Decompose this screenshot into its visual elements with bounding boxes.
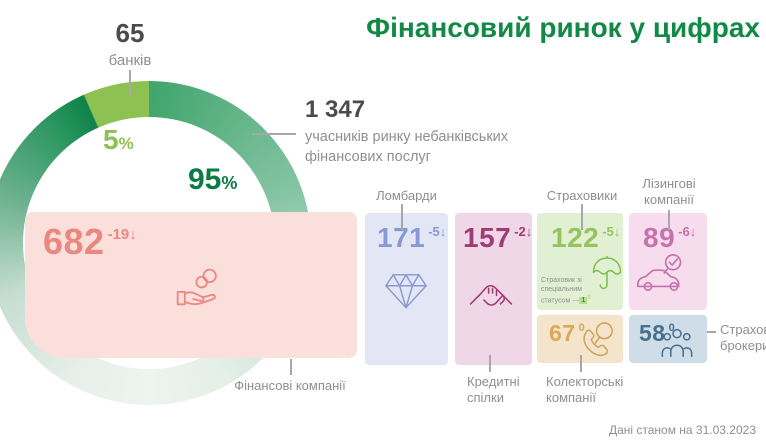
segment-value: 89 xyxy=(643,222,676,253)
page-title: Фінансовий ринок у цифрах xyxy=(366,12,760,43)
segment-change: -19↓ xyxy=(107,226,137,243)
segment-value: 67 xyxy=(549,320,576,346)
banks-share-unit: % xyxy=(118,134,134,153)
insurers-connector-line xyxy=(581,204,583,230)
segment-value-row: 171 -5↓ xyxy=(365,213,448,252)
segment-change: -5↓ xyxy=(428,224,447,239)
segment-value-row: 122 -5↓ xyxy=(537,213,623,252)
banks-count: 65 xyxy=(115,18,145,48)
segment-change: -2↓ xyxy=(514,224,533,239)
segment-value: 122 xyxy=(551,222,600,253)
nonbank-share-number: 95 xyxy=(188,163,222,196)
people-icon xyxy=(661,328,693,358)
note-value: 1 xyxy=(579,296,588,304)
collectors-connector-line xyxy=(580,355,582,372)
participants-connector-line xyxy=(252,133,296,135)
segment-label-leasing: Лізингові компанії xyxy=(642,176,696,208)
financial-companies-connector-line xyxy=(290,359,292,375)
car-icon xyxy=(636,254,682,291)
banks-connector-line xyxy=(129,70,131,97)
segment-insurers: 122 -5↓ Страховик зі спеціальним статусом… xyxy=(537,213,623,310)
handshake-icon xyxy=(469,284,513,306)
segment-label-pawnshops: Ломбарди xyxy=(376,188,437,203)
segment-value-row: 58 0 xyxy=(629,315,707,345)
segment-value: 157 xyxy=(463,222,512,253)
segment-pawnshops: 171 -5↓ xyxy=(365,213,448,365)
special-status-insurer-note: Страховик зі спеціальним статусом —1 0 xyxy=(541,276,595,305)
diamond-icon xyxy=(385,274,427,309)
segment-value: 682 xyxy=(43,221,105,262)
banks-label: банків xyxy=(108,52,152,69)
segment-label-insurance-brokers: Страхові брокери xyxy=(720,322,766,354)
segment-value-row: 67 0 xyxy=(537,315,623,345)
nonbank-share-unit: % xyxy=(221,173,238,193)
phone-icon xyxy=(583,322,613,357)
segment-financial-companies: 682 -19↓ xyxy=(25,212,357,358)
segment-label-collectors: Колекторські компанії xyxy=(546,374,624,406)
note-label: Страховик зі спеціальним статусом xyxy=(541,277,582,304)
segment-change: -5↓ xyxy=(602,224,621,239)
data-as-of-date: Дані станом на 31.03.2023 xyxy=(608,423,756,437)
segment-value-row: 157 -2↓ xyxy=(455,213,532,252)
nonbank-share-value: 95% xyxy=(188,163,237,197)
segment-value: 58 xyxy=(639,320,666,346)
note-dash: — xyxy=(572,296,580,304)
note-change: 0 xyxy=(587,294,591,301)
segment-change: 0 xyxy=(668,322,675,334)
segment-change: 0 xyxy=(578,322,585,334)
segment-change: -6↓ xyxy=(678,224,697,239)
hand-coins-icon xyxy=(176,268,217,306)
segment-label-credit-unions: Кредитні спілки xyxy=(467,374,520,406)
insurance-brokers-connector-line xyxy=(707,331,716,333)
participants-count: 1 347 xyxy=(305,96,366,123)
banks-share-value: 5% xyxy=(103,124,134,156)
segment-value-row: 682 -19↓ xyxy=(25,212,357,259)
credit-unions-connector-line xyxy=(489,355,491,372)
segment-label-financial-companies: Фінансові компанії xyxy=(234,378,346,393)
umbrella-icon xyxy=(592,255,622,290)
segment-value: 171 xyxy=(377,222,426,253)
participants-callout: 1 347 учасників ринку небанківських фіна… xyxy=(305,96,555,167)
leasing-connector-line xyxy=(668,210,670,230)
pawnshops-connector-line xyxy=(401,204,403,230)
segment-credit-unions: 157 -2↓ xyxy=(455,213,532,365)
segment-insurance-brokers: 58 0 xyxy=(629,315,707,363)
segment-label-insurers: Страховики xyxy=(546,188,618,203)
participants-label: учасників ринку небанківських фінансових… xyxy=(305,129,509,165)
banks-share-number: 5 xyxy=(103,124,119,155)
banks-callout: 65 банків xyxy=(70,18,190,69)
